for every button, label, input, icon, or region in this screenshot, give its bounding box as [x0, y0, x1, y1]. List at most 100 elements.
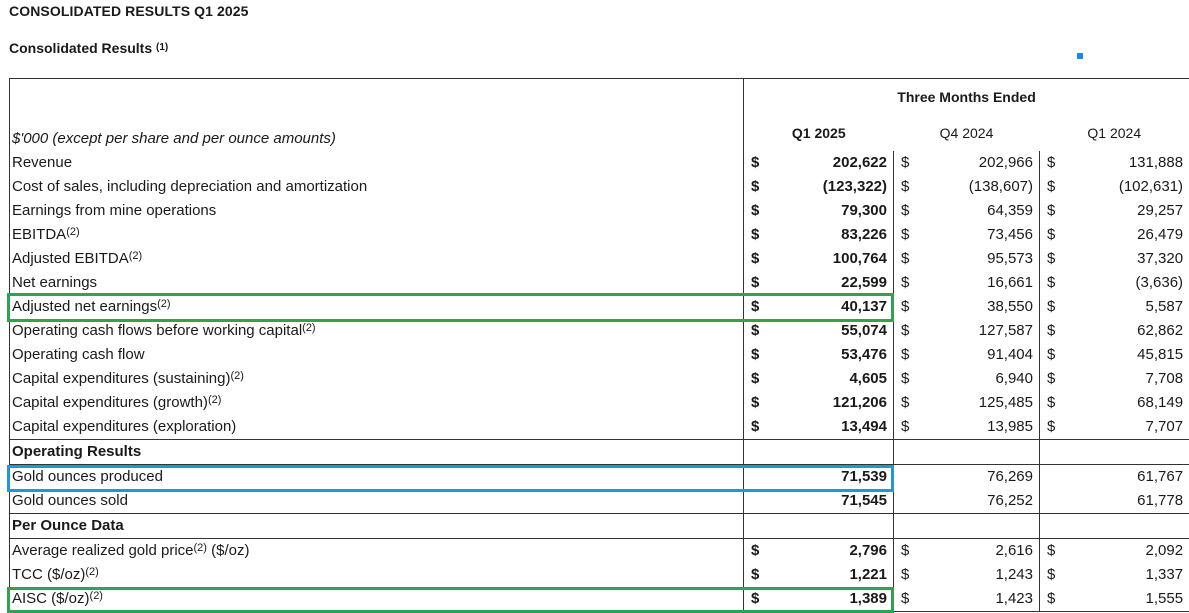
- currency-q1-2024: $: [1039, 563, 1060, 587]
- currency-q4-2024: $: [893, 587, 914, 612]
- row-label: Adjusted net earnings(2): [9, 295, 744, 319]
- value-q1-2024: 37,320: [1059, 247, 1189, 271]
- currency-q4-2024: $: [893, 343, 914, 367]
- currency-q1-2025: $: [743, 538, 764, 563]
- currency-q4-2024: $: [893, 367, 914, 391]
- row-label-text: Capital expenditures (growth): [12, 394, 208, 411]
- value-q1-2024: (3,636): [1059, 271, 1189, 295]
- currency-q1-2024: $: [1039, 415, 1060, 440]
- empty-cell: [743, 513, 894, 539]
- value-q1-2025: 40,137: [841, 298, 887, 315]
- section-title-note: (1): [156, 42, 169, 53]
- consolidated-results-table: $'000 (except per share and per ounce am…: [9, 78, 1189, 612]
- value-q1-2025: 71,539: [743, 464, 894, 489]
- value-q1-2024: 1,337: [1059, 563, 1189, 587]
- table-row: Average realized gold price(2) ($/oz) $2,…: [9, 538, 1189, 563]
- value-q4-2024: 6,940: [995, 370, 1033, 387]
- currency-q1-2024: $: [1039, 391, 1060, 415]
- value-q1-2024: 2,092: [1059, 538, 1189, 563]
- row-label-text: Operating cash flow: [12, 346, 145, 363]
- row-label-suffix: ($/oz): [206, 542, 250, 559]
- currency-q4-2024: $: [893, 415, 914, 440]
- value-q1-2025: 1,389: [763, 587, 894, 612]
- currency-q4-2024: $: [893, 175, 914, 199]
- value-q4-2024: 95,573: [987, 250, 1033, 267]
- row-label: Adjusted EBITDA(2): [9, 247, 744, 271]
- value-q1-2025: 53,476: [841, 346, 887, 363]
- footnote-ref: (2): [66, 226, 80, 238]
- currency-q4-2024: $: [893, 271, 914, 295]
- row-label-text: Capital expenditures (sustaining): [12, 370, 231, 387]
- currency-q1-2024: $: [1039, 175, 1060, 199]
- currency-q1-2024: $: [1039, 587, 1060, 612]
- currency-q1-2025: $: [743, 343, 764, 367]
- per-ounce-header-row: Per Ounce Data: [9, 513, 1189, 539]
- value-q1-2025: 55,074: [841, 322, 887, 339]
- value-q1-2024: 62,862: [1059, 319, 1189, 343]
- table-row: Cost of sales, including depreciation an…: [9, 175, 1189, 199]
- value-q1-2024: 1,555: [1059, 587, 1189, 612]
- group-label: Operating Results: [9, 439, 744, 465]
- value-q4-2024: 2,616: [913, 538, 1040, 563]
- value-q1-2025: 121,206: [832, 394, 887, 411]
- table-row: Capital expenditures (growth)(2) $121,206…: [9, 391, 1189, 415]
- row-label-text: Adjusted EBITDA: [12, 250, 129, 267]
- table-row: Operating cash flow $53,476 $91,404 $45,815: [9, 343, 1189, 367]
- currency-q1-2025: $: [743, 319, 764, 343]
- value-q1-2025: 4,605: [849, 370, 887, 387]
- currency-q4-2024: $: [893, 391, 914, 415]
- row-label: Gold ounces sold: [9, 489, 744, 514]
- currency-q4-2024: $: [893, 538, 914, 563]
- row-label: Cost of sales, including depreciation an…: [9, 175, 744, 199]
- currency-q1-2025: $: [743, 151, 764, 175]
- value-q1-2025: 100,764: [832, 250, 887, 267]
- currency-q1-2025: $: [743, 295, 764, 319]
- period-header-q1-2024: Q1 2024: [1039, 115, 1189, 151]
- value-q4-2024: 76,269: [893, 464, 1040, 489]
- value-q4-2024: 202,966: [978, 154, 1033, 171]
- currency-q1-2025: $: [743, 391, 764, 415]
- currency-q1-2025: $: [743, 415, 764, 440]
- table-row: EBITDA(2) $83,226 $73,456 $26,479: [9, 223, 1189, 247]
- table-row: Operating cash flows before working capi…: [9, 319, 1189, 343]
- currency-q4-2024: $: [893, 295, 914, 319]
- table-row: TCC ($/oz)(2) $1,221 $1,243 $1,337: [9, 563, 1189, 587]
- footnote-ref: (2): [89, 590, 103, 602]
- row-label: Revenue: [9, 151, 744, 175]
- marker-square: [1077, 53, 1083, 59]
- value-q1-2025: 13,494: [841, 418, 887, 435]
- section-title-text: Consolidated Results: [9, 40, 153, 56]
- footnote-ref: (2): [128, 250, 143, 262]
- value-q4-2024: 73,456: [987, 226, 1033, 243]
- table-row: Capital expenditures (exploration) $13,49…: [9, 415, 1189, 440]
- currency-q1-2024: $: [1039, 223, 1060, 247]
- footnote-ref: (2): [157, 298, 171, 310]
- value-q4-2024: 127,587: [978, 322, 1033, 339]
- table-row: Earnings from mine operations $79,300 $64,…: [9, 199, 1189, 223]
- row-label: EBITDA(2): [9, 223, 744, 247]
- period-header-q4-2024: Q4 2024: [939, 125, 994, 141]
- value-q1-2024: 61,767: [1038, 464, 1189, 489]
- value-q1-2024: 29,257: [1059, 199, 1189, 223]
- footnote-ref: (2): [85, 566, 99, 578]
- table-row: Capital expenditures (sustaining)(2) $4,6…: [9, 367, 1189, 391]
- operating-results-header-row: Operating Results: [9, 439, 1189, 465]
- value-q1-2024: 26,479: [1059, 223, 1189, 247]
- empty-cell: [1038, 439, 1189, 465]
- footnote-ref: (2): [207, 394, 222, 406]
- row-label-text: Gold ounces sold: [12, 492, 128, 509]
- currency-q1-2025: $: [743, 271, 764, 295]
- value-q1-2025: 83,226: [841, 226, 887, 243]
- currency-q4-2024: $: [893, 247, 914, 271]
- currency-q1-2024: $: [1039, 247, 1060, 271]
- row-label-text: AISC ($/oz): [12, 590, 90, 607]
- row-label: Operating cash flows before working capi…: [9, 319, 744, 343]
- currency-q4-2024: $: [893, 151, 914, 175]
- currency-q1-2024: $: [1039, 343, 1060, 367]
- currency-q1-2024: $: [1039, 319, 1060, 343]
- currency-q1-2024: $: [1039, 367, 1060, 391]
- row-label-text: Revenue: [12, 154, 73, 171]
- value-q1-2025: 202,622: [832, 154, 887, 171]
- table-row: Revenue $202,622 $202,966 $131,888: [9, 151, 1189, 175]
- currency-q4-2024: $: [893, 223, 914, 247]
